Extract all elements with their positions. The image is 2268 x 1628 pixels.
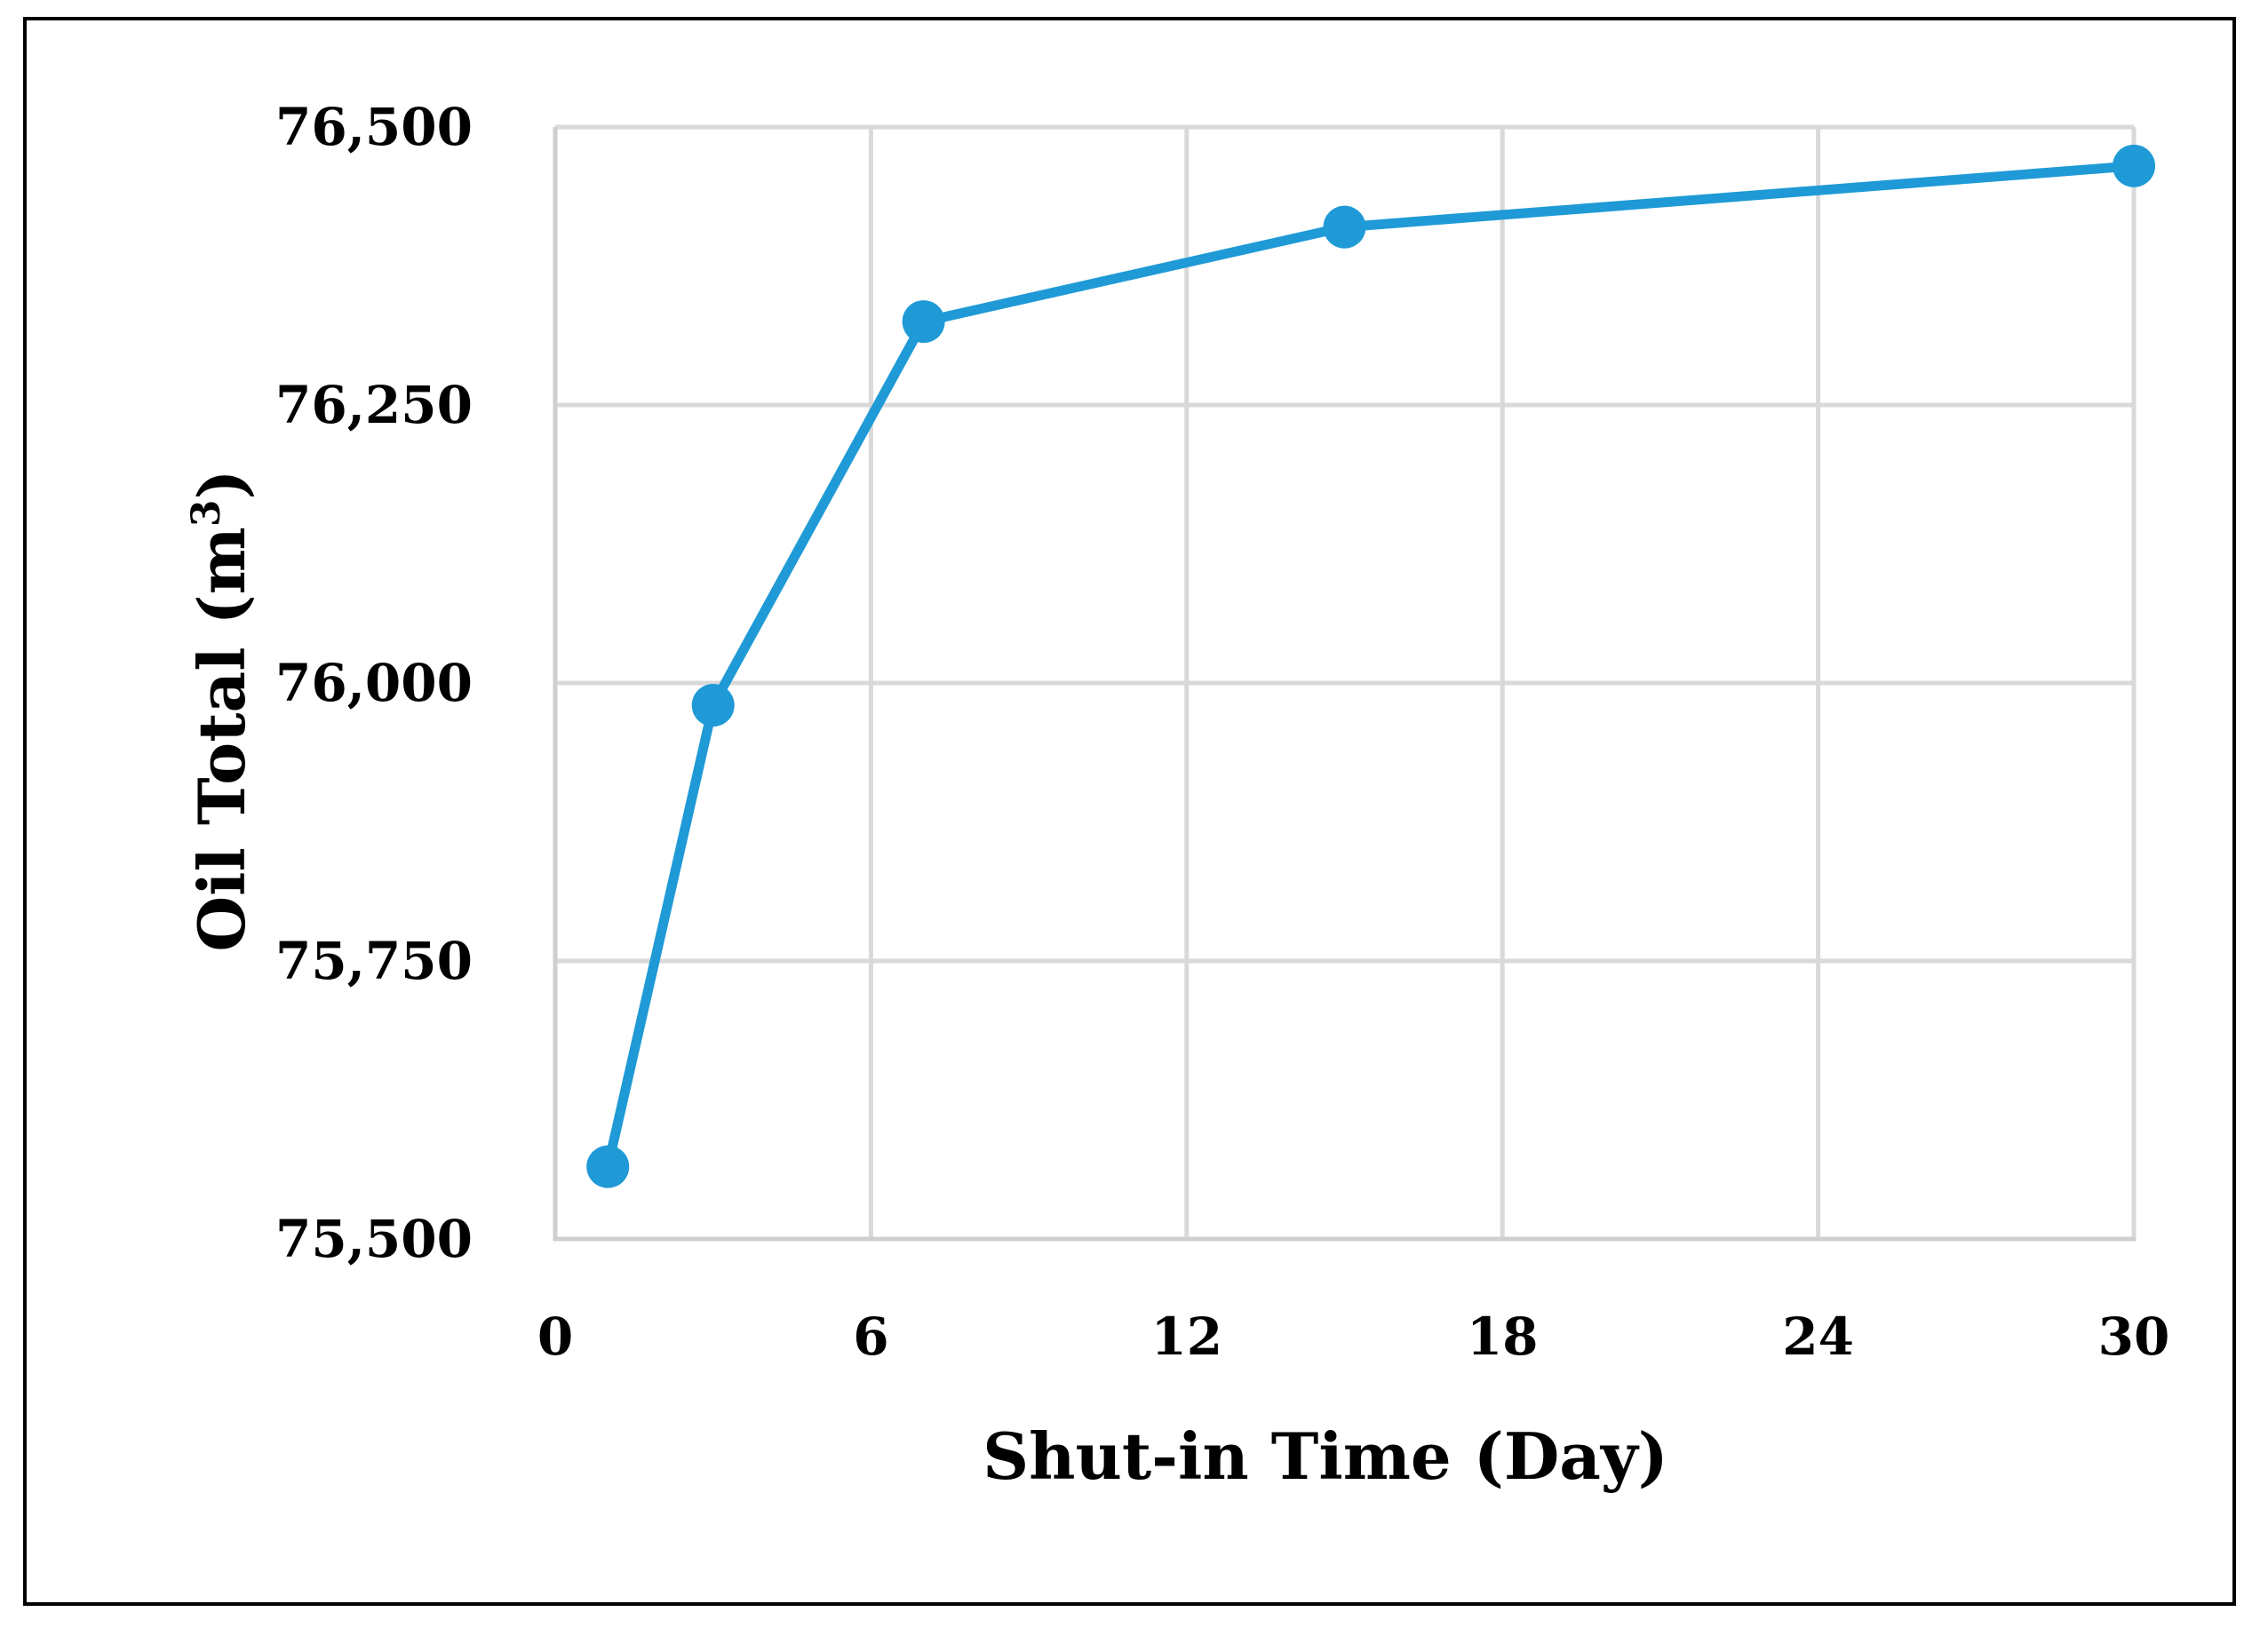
y-tick-label: 76,500 [275, 97, 473, 157]
grid-lines [555, 124, 2137, 1239]
x-tick-label: 0 [537, 1306, 573, 1367]
chart-frame [23, 17, 2236, 1606]
data-point [691, 684, 735, 727]
y-axis-title: Oil Total (m3) [184, 469, 259, 951]
x-tick-labels: 0 6 12 18 24 30 [537, 1306, 2170, 1367]
x-axis-title: Shut-in Time (Day) [983, 1418, 1668, 1494]
x-tick-label: 12 [1150, 1306, 1222, 1367]
y-axis-title-end: ) [184, 469, 259, 499]
data-point [1323, 205, 1366, 249]
data-point [2113, 144, 2155, 187]
series-layer [586, 144, 2155, 1188]
y-tick-label: 75,500 [275, 1209, 473, 1269]
y-axis-title-main: Oil Total (m [184, 527, 259, 951]
x-tick-label: 30 [2098, 1306, 2170, 1367]
data-point [902, 300, 945, 344]
x-tick-label: 6 [853, 1306, 888, 1367]
y-axis-title-superscript: 3 [184, 500, 229, 528]
series-line [602, 161, 2139, 1172]
x-tick-label: 18 [1467, 1306, 1539, 1367]
data-point [586, 1145, 630, 1188]
y-tick-label: 75,750 [275, 931, 473, 991]
x-tick-label: 24 [1782, 1306, 1854, 1367]
y-tick-label: 76,000 [275, 653, 473, 713]
axes [553, 127, 2136, 1242]
y-tick-labels: 75,500 75,750 76,000 76,250 76,500 [275, 97, 473, 1269]
y-tick-label: 76,250 [275, 375, 473, 435]
